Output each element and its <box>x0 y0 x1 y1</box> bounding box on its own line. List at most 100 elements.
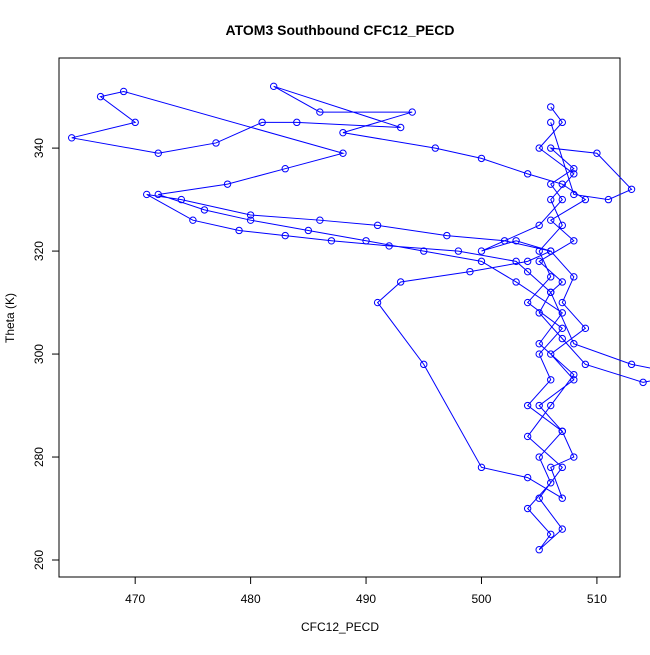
data-point <box>535 453 543 461</box>
data-point <box>316 216 324 224</box>
data-point <box>627 360 636 369</box>
data-point <box>246 211 255 219</box>
data-point <box>593 149 601 157</box>
data-point <box>547 376 555 384</box>
data-point <box>281 231 289 240</box>
data-point <box>477 247 486 255</box>
data-point <box>535 350 543 358</box>
data-point <box>454 247 463 255</box>
data-point <box>535 401 543 410</box>
y-tick-label: 260 <box>32 550 46 570</box>
data-point <box>304 226 313 235</box>
data-point <box>581 324 590 333</box>
data-point <box>604 195 613 204</box>
x-axis-label: CFC12_PECD <box>301 620 379 634</box>
data-point <box>258 118 266 127</box>
data-point <box>500 237 509 245</box>
data-point <box>547 401 555 410</box>
data-point <box>570 370 578 379</box>
data-point <box>558 180 566 188</box>
data-point <box>547 195 555 204</box>
data-point <box>581 360 590 369</box>
data-point <box>570 340 578 348</box>
data-point <box>523 298 532 307</box>
data-point <box>535 340 543 348</box>
data-point <box>558 118 566 127</box>
data-point <box>200 206 209 214</box>
data-point <box>547 180 555 188</box>
y-tick-label: 340 <box>32 138 46 158</box>
data-point <box>316 108 324 116</box>
data-point <box>639 378 647 387</box>
data-point <box>512 278 520 286</box>
data-point <box>385 242 393 250</box>
data-point <box>535 309 543 317</box>
data-point <box>570 170 578 178</box>
data-point <box>627 185 636 193</box>
data-point <box>535 546 543 554</box>
data-point <box>466 267 474 276</box>
data-point <box>431 144 440 152</box>
y-tick-label: 300 <box>32 344 46 364</box>
data-point <box>558 494 566 502</box>
data-point <box>523 401 532 410</box>
x-tick-label: 470 <box>125 592 145 606</box>
data-point <box>177 195 186 204</box>
data-point <box>535 221 543 230</box>
data-point <box>189 216 197 224</box>
data-point <box>327 237 336 245</box>
y-axis-label: Theta (K) <box>3 293 17 343</box>
data-point <box>547 103 555 111</box>
x-tick-label: 510 <box>587 592 607 606</box>
data-point <box>443 231 451 240</box>
data-point <box>547 479 555 487</box>
data-point <box>119 87 128 96</box>
data-point <box>408 108 416 116</box>
data-point <box>477 154 486 163</box>
data-point <box>535 494 543 502</box>
data-point <box>246 216 255 224</box>
data-point <box>558 334 566 343</box>
data-point <box>154 190 162 199</box>
data-point <box>547 350 555 358</box>
data-point <box>212 139 220 147</box>
data-point <box>96 92 105 101</box>
data-point <box>281 164 289 173</box>
data-point <box>477 463 486 472</box>
data-point <box>523 170 532 178</box>
data-point <box>547 144 555 152</box>
data-point <box>373 298 382 307</box>
data-point <box>270 82 278 91</box>
data-point <box>570 164 578 173</box>
data-point <box>373 221 382 230</box>
data-point <box>570 190 578 199</box>
data-point <box>535 247 543 255</box>
data-point <box>131 118 139 127</box>
chart-title: ATOM3 Southbound CFC12_PECD <box>226 22 455 38</box>
y-tick-label: 320 <box>32 241 46 261</box>
data-point <box>558 427 566 435</box>
data-point <box>547 463 555 472</box>
data-point <box>67 134 76 142</box>
data-point <box>558 525 566 533</box>
x-tick-label: 490 <box>356 592 376 606</box>
data-point <box>420 247 428 255</box>
data-point <box>420 360 428 369</box>
data-point <box>558 463 566 472</box>
data-point <box>558 195 566 204</box>
data-point <box>223 180 232 188</box>
data-point <box>558 221 566 230</box>
data-point <box>547 530 555 538</box>
data-point <box>396 278 405 286</box>
data-point <box>362 237 370 245</box>
data-point <box>523 267 532 276</box>
data-point <box>558 324 566 333</box>
data-point <box>396 123 405 132</box>
data-point <box>477 257 486 266</box>
data-point <box>523 432 532 441</box>
data-point <box>339 128 347 137</box>
data-point <box>143 190 151 199</box>
data-point <box>523 257 532 266</box>
